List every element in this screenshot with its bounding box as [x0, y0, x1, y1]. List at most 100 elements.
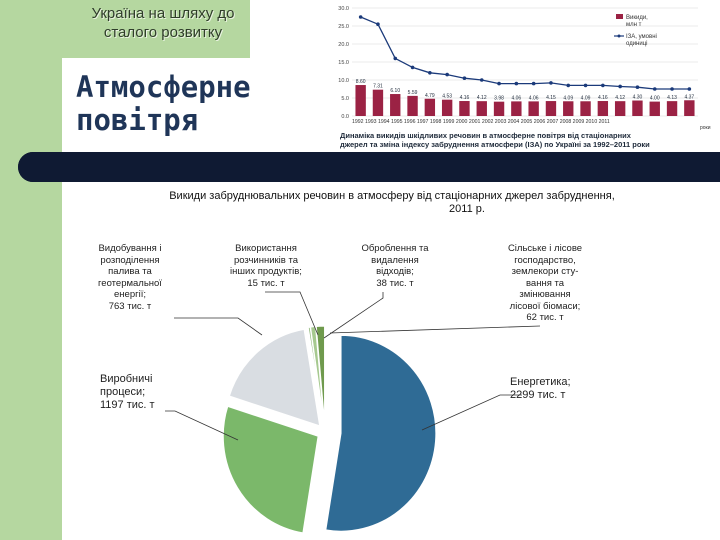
label-line: 15 тис. т — [247, 277, 285, 289]
emission-bar — [528, 101, 539, 116]
pie-label-waste: Оброблення та видалення відходів; 38 тис… — [345, 243, 445, 289]
bar-value-label: 4.06 — [529, 95, 539, 101]
pie-label-energy: Енергетика; 2299 тис. т — [510, 376, 600, 402]
y-tick-label: 0.0 — [341, 114, 349, 120]
legend-swatch-bars — [616, 14, 623, 19]
label-line: 763 тис. т — [108, 300, 152, 312]
iza-point — [462, 76, 467, 80]
label-line: Сільське і лісове — [507, 243, 583, 254]
y-tick-label: 30.0 — [338, 6, 349, 12]
legend-marker — [617, 34, 621, 38]
iza-point — [652, 87, 657, 91]
label-line: Виробничі — [100, 373, 153, 385]
leader-line-waste — [323, 292, 384, 339]
label-line: Використання — [235, 243, 297, 254]
bar-value-label: 6.10 — [390, 88, 400, 94]
pie-title-line: Викиди забруднювальних речовин в атмосфе… — [169, 190, 615, 202]
emission-bars — [355, 85, 695, 116]
label-line: відходів; — [376, 266, 414, 277]
pie-label-solvents: Використання розчинників та інших продук… — [216, 243, 316, 289]
y-tick-label: 5.0 — [341, 96, 349, 102]
bar-value-label: 4.12 — [477, 95, 487, 101]
bar-value-label: 8.60 — [356, 79, 366, 85]
caption-line: джерел та зміна індексу забруднення атмо… — [340, 140, 650, 149]
iza-point — [479, 78, 484, 82]
legend-label: ІЗА, умовні — [626, 34, 657, 40]
label-line: 2299 тис. т — [510, 389, 566, 401]
label-line: видалення — [371, 254, 419, 266]
bar-value-label: 4.09 — [581, 95, 591, 101]
iza-point — [445, 72, 449, 77]
emission-bar — [390, 94, 401, 116]
iza-point — [358, 15, 363, 19]
label-line: 38 тис. т — [376, 277, 414, 289]
iza-point — [601, 83, 605, 88]
iza-point — [376, 22, 380, 27]
bar-value-label: 4.12 — [615, 95, 625, 101]
bar-value-label: 7.31 — [373, 84, 383, 90]
label-line: палива та — [108, 266, 152, 277]
pie-slice-extraction — [228, 328, 321, 427]
pie-leader-lines — [165, 291, 541, 441]
emission-bar — [666, 101, 678, 116]
label-line: лісової біомаси; — [509, 300, 581, 312]
leader-line-solvents — [265, 291, 319, 336]
pie-label-extraction: Видобування і розподілення палива та гео… — [80, 243, 180, 312]
bar-value-label: 4.16 — [598, 95, 608, 101]
pie-label-agriculture: Сільське і лісове господарство, землекор… — [490, 243, 600, 324]
label-line: геотермальної — [98, 277, 162, 289]
title-line: Атмосферне — [76, 70, 251, 104]
emission-bar — [563, 101, 574, 116]
label-line: змінювання — [519, 289, 571, 300]
legend-label: одиниці — [626, 41, 648, 47]
iza-point — [618, 84, 622, 89]
iza-point — [566, 83, 571, 88]
emission-bar — [476, 101, 487, 116]
bar-value-label: 4.15 — [546, 95, 556, 101]
emission-bar — [459, 101, 470, 116]
y-tick-label: 15.0 — [338, 60, 349, 66]
emission-bar — [441, 99, 453, 116]
label-line: енергії; — [114, 289, 146, 300]
bar-value-label: 4.13 — [667, 95, 677, 101]
y-tick-label: 20.0 — [338, 42, 349, 48]
iza-line-series — [358, 15, 692, 91]
emission-bar — [355, 85, 366, 116]
bar-value-label: 4.37 — [684, 94, 694, 100]
chart-legend: Викиди, млн т ІЗА, умовні одиниці — [614, 14, 657, 47]
bar-value-label: 4.30 — [633, 95, 643, 101]
label-line: 1197 тис. т — [100, 399, 155, 411]
pie-title: Викиди забруднювальних речовин в атмосфе… — [64, 190, 720, 216]
pie-slices — [222, 325, 437, 534]
emission-bar — [632, 100, 643, 116]
label-line: розчинників та — [233, 254, 299, 266]
y-axis-ticks: 30.0 25.0 20.0 15.0 10.0 5.0 0.0 — [338, 6, 349, 120]
label-line: Видобування і — [98, 243, 162, 254]
bar-value-label: 4.53 — [442, 94, 452, 100]
bar-value-label: 4.00 — [650, 96, 660, 102]
bar-value-label: 3.98 — [494, 96, 504, 102]
label-line: Енергетика; — [510, 376, 571, 388]
emission-bar — [684, 100, 695, 116]
bar-value-labels: 8.60 7.31 6.10 5.59 4.79 4.53 4.16 4.12 3.98 4.06… — [356, 79, 695, 102]
y-tick-label: 25.0 — [338, 24, 349, 30]
legend-label: млн т — [626, 22, 642, 28]
y-tick-label: 10.0 — [338, 78, 349, 84]
emission-bar — [372, 89, 384, 116]
bar-value-label: 4.79 — [425, 93, 435, 99]
emission-bar — [407, 95, 418, 116]
leader-line-industry — [165, 410, 239, 441]
emission-bar — [597, 101, 609, 116]
iza-point — [583, 83, 588, 88]
pie-slice-industry — [222, 405, 319, 534]
iza-point — [670, 87, 674, 91]
label-line: господарство, — [514, 254, 576, 266]
iza-point — [410, 65, 415, 70]
subtitle-line: сталого розвитку — [103, 24, 223, 41]
iza-point — [514, 81, 519, 86]
label-line: процеси; — [100, 386, 146, 398]
emission-bar — [545, 101, 557, 116]
emission-bar — [649, 101, 660, 116]
sidebar-band — [0, 0, 62, 540]
